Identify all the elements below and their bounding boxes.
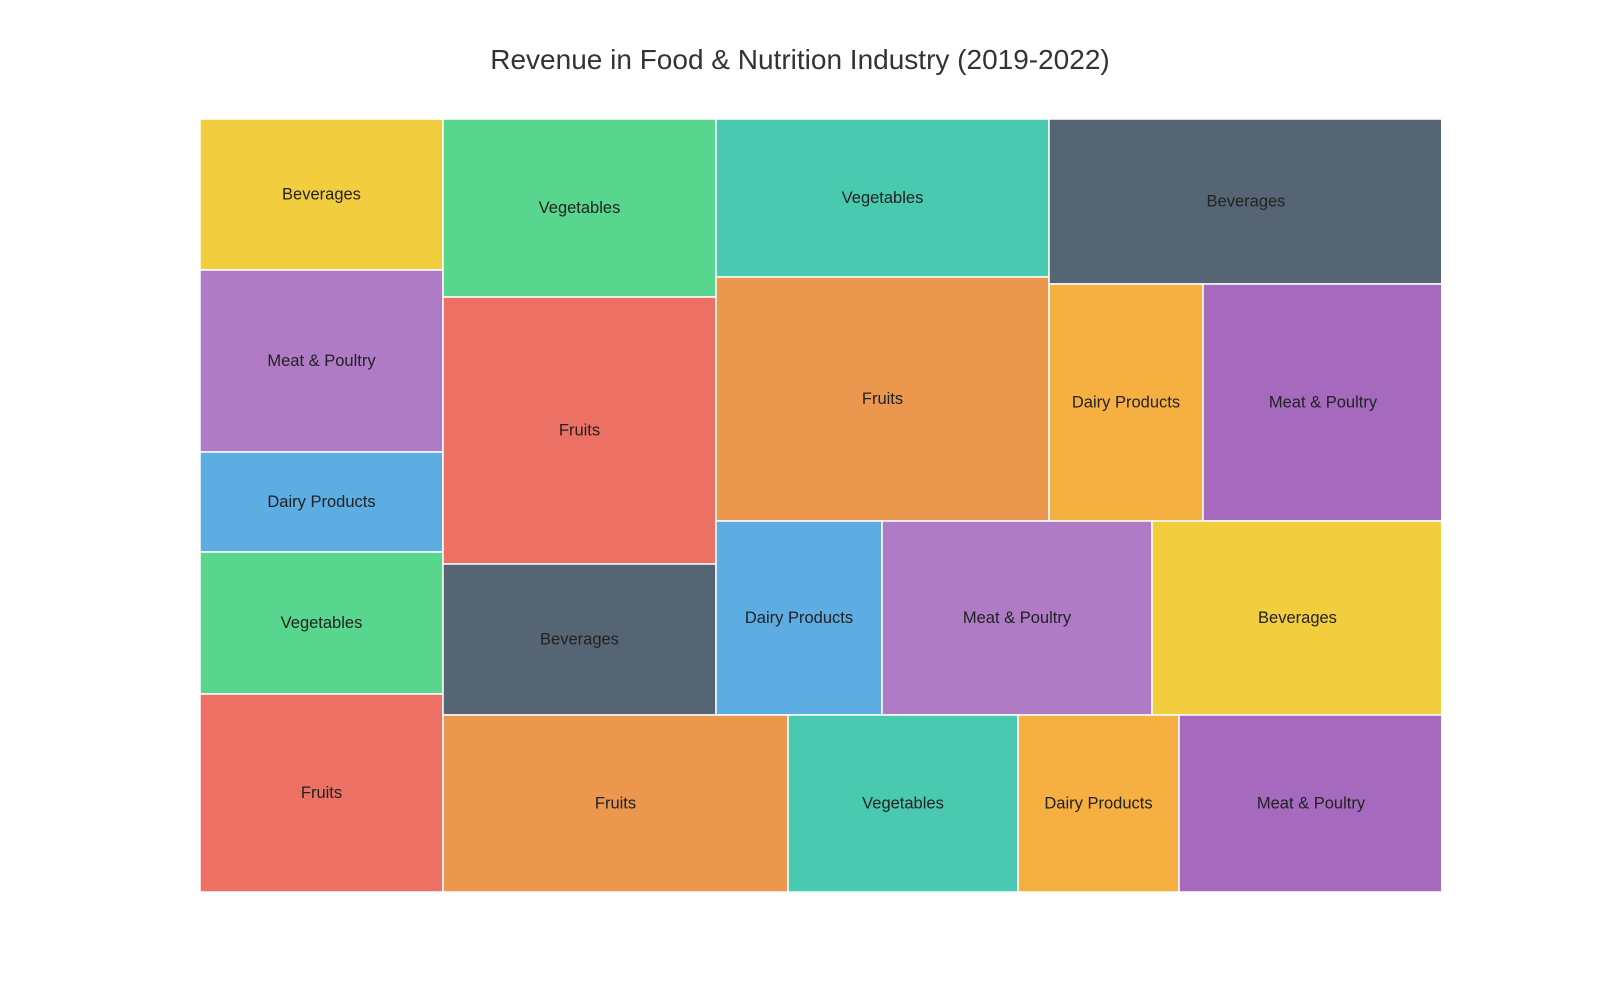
treemap-tile-fruits[interactable]: Fruits xyxy=(715,276,1050,522)
treemap-tile-label: Meat & Poultry xyxy=(267,352,376,370)
treemap-tile-beverages[interactable]: Beverages xyxy=(1151,520,1441,716)
treemap-tile-label: Fruits xyxy=(301,784,342,802)
chart-title: Revenue in Food & Nutrition Industry (20… xyxy=(490,44,1110,75)
treemap-tile-vegetables[interactable]: Vegetables xyxy=(787,714,1019,892)
treemap-tile-rect[interactable] xyxy=(200,451,444,553)
treemap-tile-rect[interactable] xyxy=(1017,714,1180,892)
treemap-tile-meat-and-poultry[interactable]: Meat & Poultry xyxy=(1202,283,1441,522)
treemap-tile-label: Dairy Products xyxy=(1072,394,1180,412)
treemap-tile-dairy-products[interactable]: Dairy Products xyxy=(1048,283,1204,522)
treemap-tile-dairy-products[interactable]: Dairy Products xyxy=(715,520,883,716)
treemap-tile-vegetables[interactable]: Vegetables xyxy=(442,119,717,298)
treemap-tile-dairy-products[interactable]: Dairy Products xyxy=(1017,714,1180,892)
treemap-tile-label: Dairy Products xyxy=(1044,795,1152,813)
treemap-tile-rect[interactable] xyxy=(442,714,789,892)
treemap-tile-vegetables[interactable]: Vegetables xyxy=(715,119,1050,278)
treemap-tile-label: Beverages xyxy=(282,186,361,204)
treemap-tile-meat-and-poultry[interactable]: Meat & Poultry xyxy=(200,269,444,453)
treemap-tile-label: Beverages xyxy=(1258,609,1337,627)
treemap-tile-meat-and-poultry[interactable]: Meat & Poultry xyxy=(1178,714,1441,892)
treemap-tile-dairy-products[interactable]: Dairy Products xyxy=(200,451,444,553)
treemap-chart: Beverages Meat & Poultry Dairy Products Veg… xyxy=(200,119,1441,892)
treemap-tile-label: Meat & Poultry xyxy=(963,609,1072,627)
treemap-tile-label: Meat & Poultry xyxy=(1257,795,1366,813)
treemap-tile-rect[interactable] xyxy=(200,119,444,271)
treemap-tile-rect[interactable] xyxy=(715,276,1050,522)
treemap-tile-label: Fruits xyxy=(862,390,903,408)
treemap-tile-label: Vegetables xyxy=(862,795,944,813)
treemap-tile-label: Dairy Products xyxy=(267,493,375,511)
treemap-tile-fruits[interactable]: Fruits xyxy=(442,714,789,892)
treemap-tile-rect[interactable] xyxy=(1202,283,1441,522)
treemap-tile-label: Fruits xyxy=(559,422,600,440)
treemap-tile-label: Vegetables xyxy=(281,614,363,632)
treemap-tile-rect[interactable] xyxy=(715,119,1050,278)
treemap-tile-label: Vegetables xyxy=(842,189,924,207)
treemap-tile-beverages[interactable]: Beverages xyxy=(442,563,717,716)
treemap-tile-rect[interactable] xyxy=(200,269,444,453)
treemap-tile-label: Beverages xyxy=(540,631,619,649)
treemap-tile-rect[interactable] xyxy=(200,551,444,695)
treemap-tile-rect[interactable] xyxy=(1178,714,1441,892)
treemap-tile-label: Fruits xyxy=(595,795,636,813)
treemap-tile-meat-and-poultry[interactable]: Meat & Poultry xyxy=(881,520,1153,716)
treemap-tile-beverages[interactable]: Beverages xyxy=(1048,119,1441,285)
treemap-tile-rect[interactable] xyxy=(200,693,444,892)
treemap-tile-beverages[interactable]: Beverages xyxy=(200,119,444,271)
treemap-tile-label: Meat & Poultry xyxy=(1269,394,1378,412)
treemap-tile-rect[interactable] xyxy=(1048,119,1441,285)
treemap-tile-vegetables[interactable]: Vegetables xyxy=(200,551,444,695)
treemap-tile-rect[interactable] xyxy=(442,296,717,565)
treemap-tile-rect[interactable] xyxy=(787,714,1019,892)
treemap-tile-label: Dairy Products xyxy=(745,609,853,627)
treemap-tile-rect[interactable] xyxy=(1151,520,1441,716)
treemap-tile-label: Beverages xyxy=(1207,193,1286,211)
treemap-tile-rect[interactable] xyxy=(1048,283,1204,522)
treemap-tile-fruits[interactable]: Fruits xyxy=(442,296,717,565)
treemap-tile-rect[interactable] xyxy=(715,520,883,716)
treemap-tile-rect[interactable] xyxy=(442,563,717,716)
treemap-tile-fruits[interactable]: Fruits xyxy=(200,693,444,892)
treemap-tile-label: Vegetables xyxy=(539,199,621,217)
